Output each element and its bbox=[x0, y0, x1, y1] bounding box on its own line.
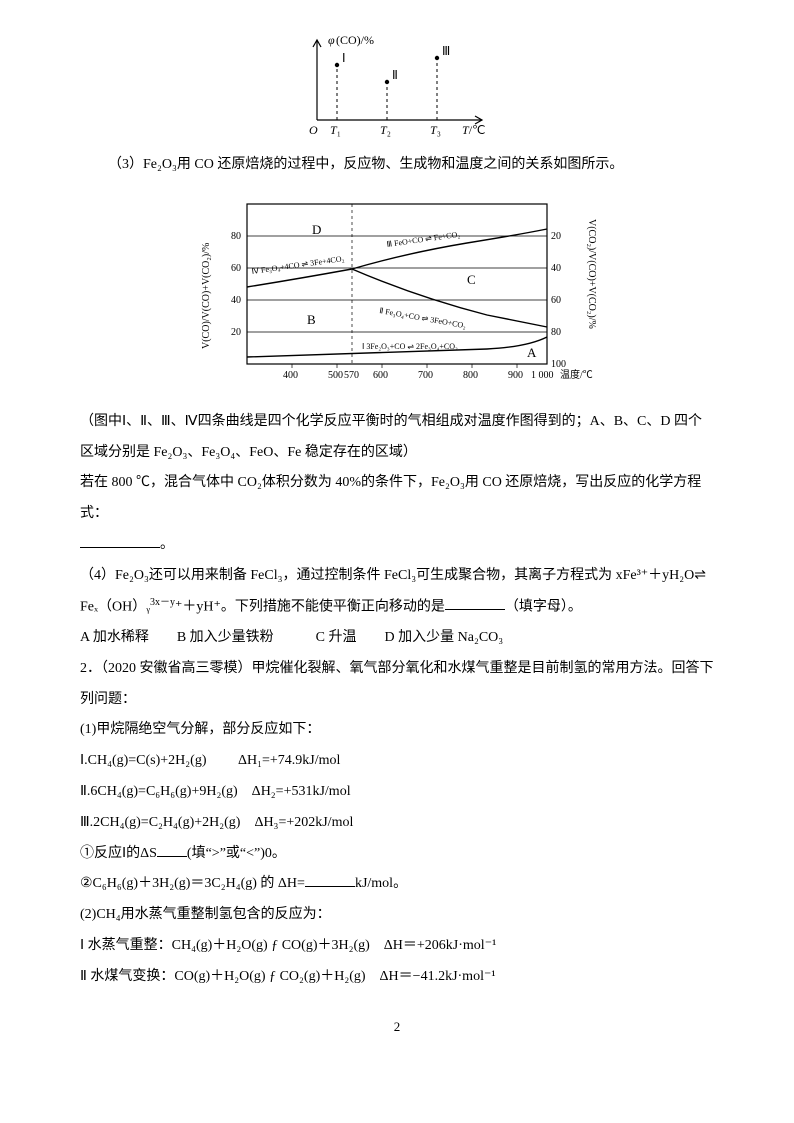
svg-text:V(CO)/V(CO)+V(CO₂)/%: V(CO)/V(CO)+V(CO₂)/% bbox=[201, 242, 212, 348]
svg-text:Ⅱ: Ⅱ bbox=[392, 68, 398, 82]
svg-text:60: 60 bbox=[551, 295, 561, 306]
svg-text:A: A bbox=[527, 345, 537, 360]
svg-text:C: C bbox=[467, 272, 476, 287]
q3-body: 若在 800 ℃，混合气体中 CO₂体积分数为 40%的条件下，Fe₂O₃用 C… bbox=[80, 468, 714, 530]
reaction-1: Ⅰ.CH₄(g)=C(s)+2H₂(g) ΔH₁=+74.9kJ/mol bbox=[80, 746, 714, 777]
svg-text:V(CO₂)/V(CO)+V(CO₂)/%: V(CO₂)/V(CO)+V(CO₂)/% bbox=[586, 219, 597, 329]
svg-text:D: D bbox=[312, 222, 321, 237]
svg-text:80: 80 bbox=[231, 231, 241, 242]
svg-text:1 000: 1 000 bbox=[531, 370, 554, 381]
svg-text:T₃: T₃ bbox=[430, 123, 441, 137]
q3-intro: （3）Fe₂O₃用 CO 还原焙烧的过程中，反应物、生成物和温度之间的关系如图所… bbox=[80, 150, 714, 181]
p2-2-intro: (2)CH₄用水蒸气重整制氢包含的反应为： bbox=[80, 900, 714, 931]
reaction-5: Ⅱ 水煤气变换：CO(g)＋H₂O(g) ƒ CO₂(g)＋H₂(g) ΔH＝−… bbox=[80, 962, 714, 993]
q4-intro: （4）Fe₂O₃还可以用来制备 FeCl₃，通过控制条件 FeCl₃可生成聚合物… bbox=[80, 561, 714, 623]
svg-text:Ⅰ: Ⅰ bbox=[342, 51, 346, 65]
sub-q2: ②C₆H₆(g)＋3H₂(g)＝3C₂H₄(g) 的 ΔH=kJ/mol。 bbox=[80, 869, 714, 900]
svg-text:20: 20 bbox=[231, 327, 241, 338]
svg-text:Ⅲ: Ⅲ bbox=[442, 44, 450, 58]
svg-text:40: 40 bbox=[551, 263, 561, 274]
svg-text:(CO)/%: (CO)/% bbox=[336, 33, 374, 47]
svg-text:T₂: T₂ bbox=[380, 123, 391, 137]
svg-text:570: 570 bbox=[344, 370, 359, 381]
p2-title: 2．（2020 安徽省高三零模）甲烷催化裂解、氧气部分氧化和水煤气重整是目前制氢… bbox=[80, 654, 714, 716]
svg-text:500: 500 bbox=[328, 370, 343, 381]
svg-text:温度/℃: 温度/℃ bbox=[560, 368, 593, 381]
svg-text:B: B bbox=[307, 312, 316, 327]
svg-text:400: 400 bbox=[283, 370, 298, 381]
svg-text:100: 100 bbox=[551, 359, 566, 370]
phase-diagram: Ⅰ 3Fe₂O₃+CO ⇌ 2Fe₃O₄+CO₂ Ⅱ Fe₃O₄+CO ⇌ 3F… bbox=[187, 189, 607, 399]
reaction-3: Ⅲ.2CH₄(g)=C₂H₄(g)+2H₂(g) ΔH₃=+202kJ/mol bbox=[80, 808, 714, 839]
p2-1-intro: (1)甲烷隔绝空气分解，部分反应如下： bbox=[80, 715, 714, 746]
svg-text:Ⅱ Fe₃O₄+CO ⇌ 3FeO+CO₂: Ⅱ Fe₃O₄+CO ⇌ 3FeO+CO₂ bbox=[379, 306, 467, 330]
page-number: 2 bbox=[80, 1013, 714, 1042]
svg-text:600: 600 bbox=[373, 370, 388, 381]
q4-options: A 加水稀释 B 加入少量铁粉 C 升温 D 加入少量 Na₂CO₃ bbox=[80, 623, 714, 654]
svg-text:O: O bbox=[309, 123, 318, 137]
svg-text:20: 20 bbox=[551, 231, 561, 242]
q3-blank: 。 bbox=[80, 530, 714, 561]
reaction-4: Ⅰ 水蒸气重整：CH₄(g)＋H₂O(g) ƒ CO(g)＋3H₂(g) ΔH＝… bbox=[80, 931, 714, 962]
svg-text:φ: φ bbox=[328, 33, 335, 47]
sub-q1: ①反应Ⅰ的ΔS(填“>”或“<”)0。 bbox=[80, 839, 714, 870]
svg-text:900: 900 bbox=[508, 370, 523, 381]
svg-text:40: 40 bbox=[231, 295, 241, 306]
svg-text:80: 80 bbox=[551, 327, 561, 338]
reaction-2: Ⅱ.6CH₄(g)=C₆H₆(g)+9H₂(g) ΔH₂=+531kJ/mol bbox=[80, 777, 714, 808]
svg-text:T₁: T₁ bbox=[330, 123, 341, 137]
chart-note: （图中Ⅰ、Ⅱ、Ⅲ、Ⅳ四条曲线是四个化学反应平衡时的气相组成对温度作图得到的；A、… bbox=[80, 407, 714, 469]
svg-text:800: 800 bbox=[463, 370, 478, 381]
svg-text:700: 700 bbox=[418, 370, 433, 381]
equilibrium-small-chart: φ(CO)/% Ⅰ Ⅱ Ⅲ O T₁ T₂ T₃ T/℃ bbox=[292, 30, 502, 140]
svg-text:60: 60 bbox=[231, 263, 241, 274]
svg-text:Ⅰ 3Fe₂O₃+CO ⇌ 2Fe₃O₄+CO₂: Ⅰ 3Fe₂O₃+CO ⇌ 2Fe₃O₄+CO₂ bbox=[362, 342, 458, 351]
svg-text:T/℃: T/℃ bbox=[462, 123, 486, 137]
